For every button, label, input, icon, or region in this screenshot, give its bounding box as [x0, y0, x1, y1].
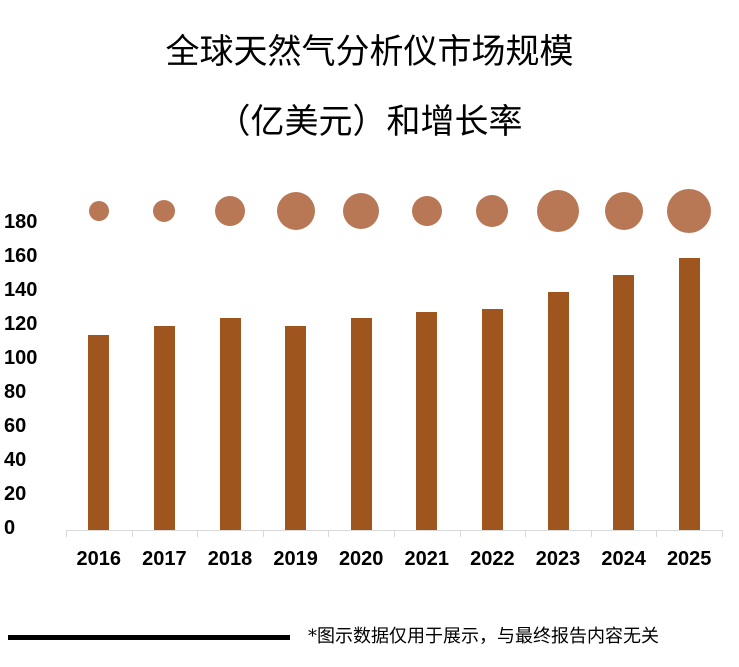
bar-2017	[153, 326, 175, 530]
y-tick-label: 40	[4, 449, 27, 471]
x-tick-mark	[66, 530, 67, 537]
y-tick-label: 100	[4, 347, 38, 369]
growth-bubble-2024	[604, 192, 643, 230]
bar-2022	[481, 309, 503, 530]
x-tick-label: 2017	[142, 548, 187, 570]
x-tick-mark	[328, 530, 330, 537]
bar-2023	[547, 292, 569, 530]
growth-bubble-2019	[276, 192, 315, 230]
x-tick-label: 2020	[338, 548, 384, 570]
x-tick-label: 2019	[273, 548, 318, 570]
y-tick-label: 120	[4, 313, 38, 335]
y-tick-label: 60	[4, 415, 27, 437]
growth-bubble-2023	[537, 190, 579, 232]
x-tick-mark	[722, 530, 723, 537]
growth-bubble-2022	[476, 195, 509, 227]
x-tick-mark	[197, 530, 199, 537]
x-tick-label: 2025	[666, 548, 712, 570]
x-tick-label: 2023	[535, 548, 581, 570]
bar-2018	[219, 317, 241, 530]
x-tick-mark	[590, 530, 592, 537]
y-tick-label: 160	[4, 245, 38, 267]
bar-2019	[285, 326, 307, 530]
growth-bubble-2016	[88, 201, 109, 221]
y-tick-label: 140	[4, 279, 38, 301]
x-tick-label: 2016	[76, 548, 122, 570]
chart-title-line2: （亿美元）和增长率	[216, 102, 523, 142]
y-tick-label: 180	[4, 211, 38, 233]
x-tick-mark	[262, 530, 264, 537]
x-tick-mark	[656, 530, 658, 537]
x-tick-mark	[394, 530, 395, 537]
footnote-rule	[8, 635, 290, 640]
chart-title-line1: 全球天然气分析仪市场规模	[165, 32, 574, 72]
y-tick-label: 0	[4, 517, 16, 539]
growth-bubble-2025	[667, 189, 712, 233]
bar-2020	[350, 317, 372, 530]
x-tick-label: 2018	[207, 548, 253, 570]
x-tick-mark	[131, 530, 133, 537]
growth-bubble-2020	[343, 193, 380, 229]
x-tick-label: 2021	[404, 548, 450, 570]
growth-bubble-2021	[411, 196, 442, 226]
x-tick-label: 2022	[470, 548, 515, 570]
bar-2016	[88, 334, 110, 530]
bar-2021	[416, 312, 438, 530]
bar-2024	[613, 275, 635, 530]
footnote: *图示数据仅用于展示，与最终报告内容无关	[308, 626, 659, 647]
x-tick-label: 2024	[601, 548, 646, 570]
growth-bubble-2018	[215, 196, 245, 226]
x-tick-mark	[459, 530, 461, 537]
bar-2025	[678, 258, 700, 530]
y-tick-label: 80	[4, 381, 27, 403]
y-tick-label: 20	[4, 483, 27, 505]
x-tick-mark	[525, 530, 527, 537]
growth-bubble-2017	[153, 200, 176, 222]
